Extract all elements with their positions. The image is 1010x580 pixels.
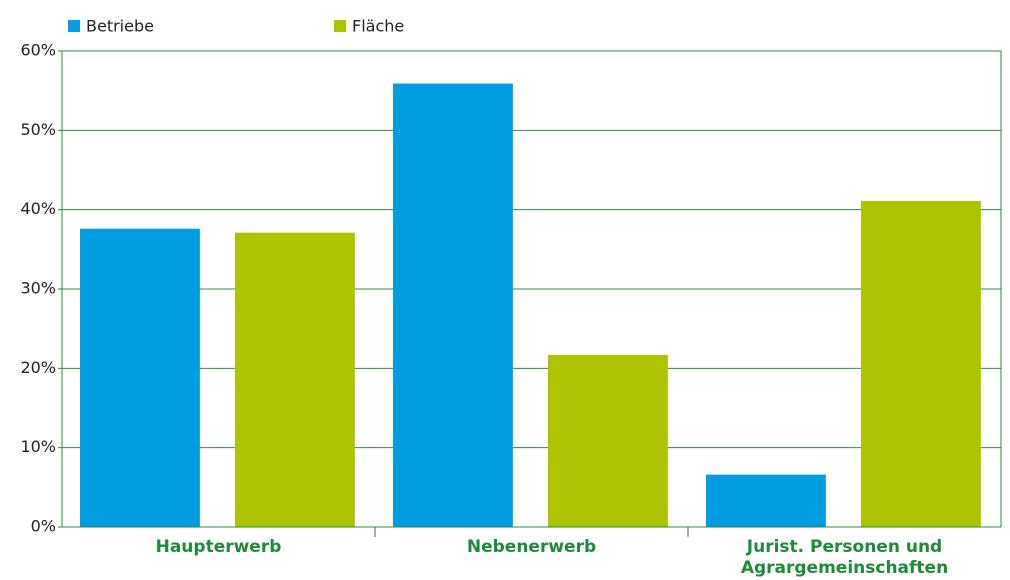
bar bbox=[393, 83, 513, 527]
bar bbox=[548, 354, 668, 527]
y-tick-label: 50% bbox=[20, 120, 56, 139]
y-tick-label: 20% bbox=[20, 358, 56, 377]
legend-swatch bbox=[68, 20, 80, 32]
legend-label: Betriebe bbox=[86, 17, 154, 36]
y-tick-label: 40% bbox=[20, 199, 56, 218]
y-tick-label: 60% bbox=[20, 41, 56, 60]
x-tick-label: Haupterwerb bbox=[155, 537, 282, 557]
y-tick-label: 10% bbox=[20, 437, 56, 456]
y-tick-label: 30% bbox=[20, 279, 56, 298]
y-tick-label: 0% bbox=[31, 517, 56, 536]
bar bbox=[80, 228, 200, 527]
bar bbox=[235, 232, 355, 527]
bar bbox=[706, 474, 826, 527]
x-tick-label: Jurist. Personen und Agrargemeinschaften bbox=[740, 537, 949, 578]
x-tick-label: Nebenerwerb bbox=[466, 537, 597, 557]
legend-label: Fläche bbox=[352, 17, 404, 36]
bar bbox=[861, 200, 981, 527]
legend-swatch bbox=[334, 20, 346, 32]
